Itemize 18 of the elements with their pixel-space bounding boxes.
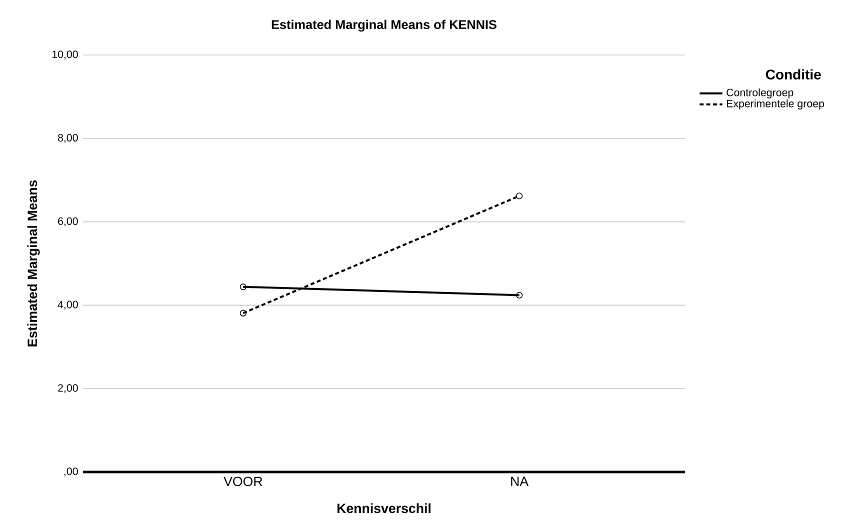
y-tick-label: 2,00: [58, 384, 78, 393]
y-tick-label: ,00: [64, 468, 78, 476]
y-tick-label: 8,00: [58, 134, 78, 143]
point: [240, 310, 247, 316]
x-axis-title: Kennisverschil: [337, 503, 430, 514]
point: [240, 284, 247, 290]
y-tick-label: 6,00: [58, 217, 78, 226]
point: [516, 192, 523, 200]
legend-title: Conditie: [766, 69, 821, 80]
legend-label: Controlegroep: [726, 88, 794, 98]
x-tick-label: NA: [511, 476, 529, 486]
x-tick-label: VOOR: [224, 476, 262, 486]
y-tick-label: 4,00: [58, 300, 78, 310]
point: [516, 292, 523, 299]
chart-title: Estimated Marginal Means of KENNIS: [272, 20, 496, 32]
y-axis-title: Estimated Marginal Means: [27, 180, 40, 346]
legend-label: Experimentele groep: [726, 100, 824, 110]
y-tick-label: 10,00: [52, 50, 78, 60]
